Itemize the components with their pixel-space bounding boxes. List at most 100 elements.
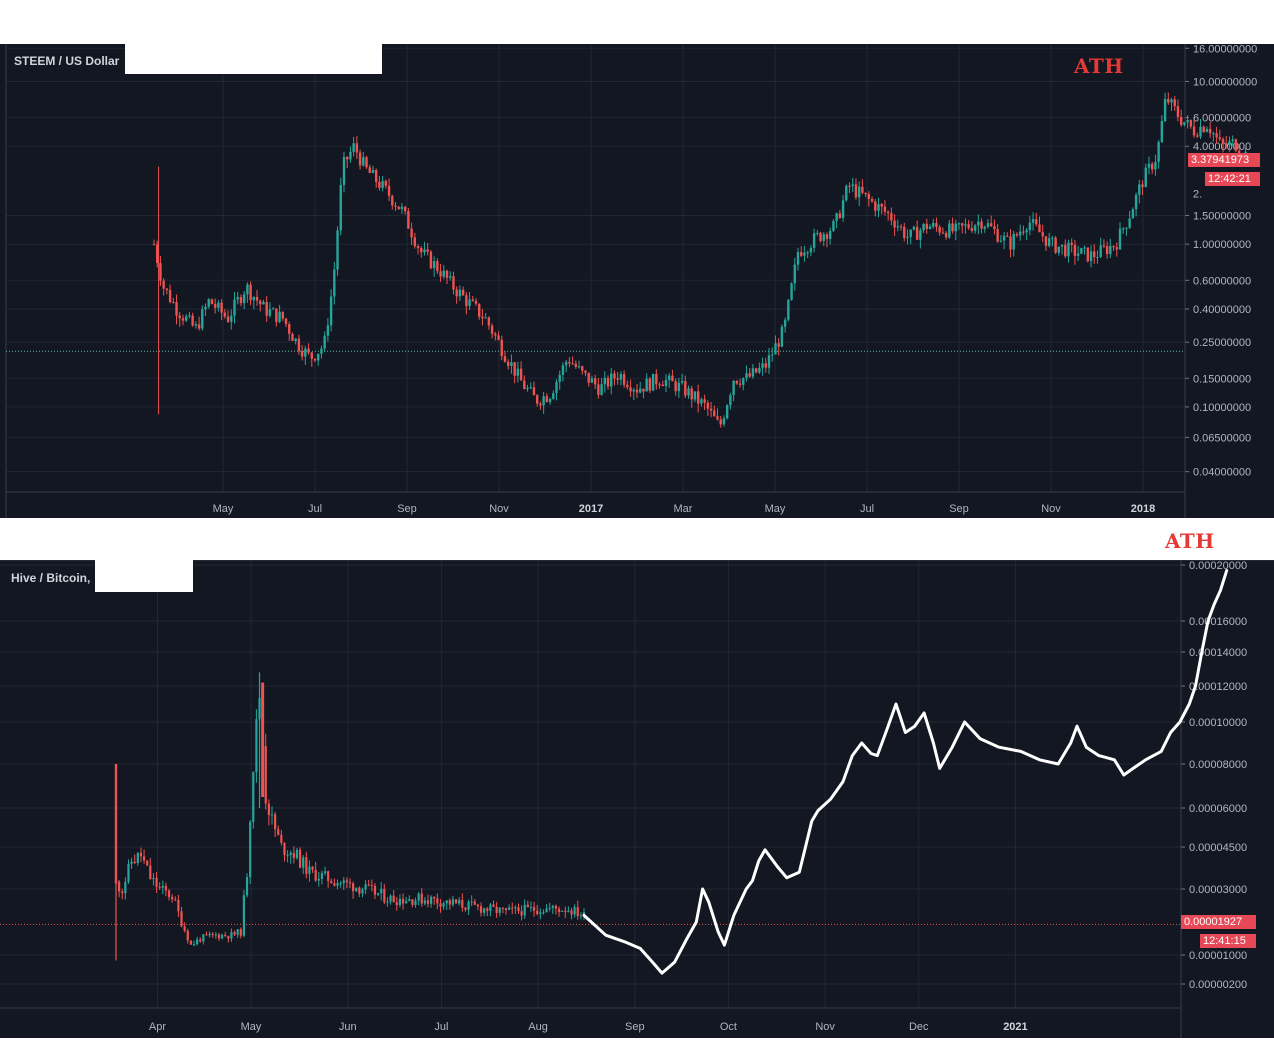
steem-candle-body [1109,245,1112,255]
steem-candle-body [1044,236,1048,246]
hive-candle-body [323,871,327,874]
steem-candle-body [1096,256,1099,258]
steem-candle-body [983,226,986,229]
steem-candle-body [632,389,635,392]
steem-candle-body [648,378,652,391]
steem-candle-body [156,244,159,264]
steem-candle-body [812,233,816,248]
steem-candle-body [239,297,243,304]
hive-y-tick-label: 0.00003000 [1189,884,1247,896]
steem-candle-body [1205,128,1209,132]
steem-candle-body [413,237,417,247]
steem-y-tick-label: 10.00000000 [1193,76,1257,88]
steem-candle-body [436,261,439,272]
steem-candle-body [381,180,384,188]
steem-candle-body [999,240,1003,242]
hive-x-tick-label: May [241,1021,262,1033]
steem-candle-body [754,368,758,373]
hive-candle-body [280,834,283,843]
hive-candle-body [545,908,548,913]
steem-candle-body [1112,245,1115,248]
hive-y-tick-label: 0.00000200 [1189,979,1247,991]
steem-candle-body [996,229,999,242]
steem-candle-body [864,192,867,194]
hive-candle-body [192,944,196,946]
hive-candle-body [133,861,136,864]
hive-candle-body [149,865,152,880]
steem-candle-body [255,296,259,301]
steem-x-tick-label: May [213,503,234,515]
steem-candle-body [449,276,452,278]
steem-candle-body [593,378,597,385]
steem-candle-body [1128,218,1131,228]
steem-x-tick-label: Sep [397,503,417,515]
steem-candle-body [1022,231,1025,233]
hive-candle-body [164,885,168,891]
steem-candle-body [883,206,887,212]
hive-candle-body [570,910,573,915]
steem-candle-body [288,324,291,334]
steem-candle-body [568,362,571,364]
steem-candle-body [619,374,623,380]
steem-candle-body [342,156,346,185]
hive-candle-body [445,900,448,904]
steem-candle-body [494,333,497,336]
steem-candle-body [783,319,787,327]
steem-candle-body [213,304,217,308]
steem-candle-body [713,410,716,417]
steem-candle-body [259,300,262,305]
steem-candle-body [693,391,697,400]
steem-candle-body [1099,245,1102,257]
steem-candle-body [365,157,368,168]
steem-candle-body [915,226,919,240]
hive-candle-body [295,849,299,859]
steem-candle-body [909,229,912,237]
hive-candle-body [473,901,476,905]
hive-candle-body [205,934,208,936]
steem-candle-body [890,213,893,221]
steem-candle-body [323,335,326,349]
steem-candle-body [236,297,239,300]
steem-candle-body [246,284,249,295]
hive-candle-body [405,901,408,904]
steem-candle-body [825,234,829,239]
steem-candle-body [816,232,819,234]
steem-candle-body [510,362,513,366]
steem-candle-body [1118,228,1122,250]
steem-candle-body [197,324,201,329]
hive-candle-body [489,904,492,911]
hive-candle-body [408,899,411,902]
steem-candle-body [1141,184,1144,188]
steem-candle-body [500,339,503,357]
steem-candle-body [294,338,297,341]
hive-candle-body [261,682,265,797]
steem-candle-body [1115,247,1118,250]
hive-candle-body [483,908,486,913]
steem-candle-body [761,363,764,368]
hive-candle-body [317,878,320,881]
hive-candle-body [461,900,464,908]
hive-candle-body [423,900,426,904]
steem-candle-body [668,375,671,380]
hive-candle-body [186,930,189,941]
steem-candle-body [268,309,272,316]
steem-candle-body [1060,244,1064,247]
steem-candle-body [1018,231,1022,236]
hive-candle-body [529,906,533,908]
steem-candle-body [819,232,822,241]
steem-y-tick-label: 0.60000000 [1193,275,1251,287]
steem-x-tick-label: Nov [1041,503,1061,515]
steem-candle-body [1176,106,1180,117]
steem-candle-body [1093,251,1096,258]
hive-candle-body [433,896,436,899]
hive-candle-body [520,911,523,916]
steem-candle-body [539,403,542,406]
steem-candle-body [1157,142,1160,162]
hive-candle-body [130,861,133,864]
hive-y-tick-label: 0.00001000 [1189,950,1247,962]
steem-candle-body [748,373,751,377]
steem-candle-body [886,211,890,214]
hive-candle-body [417,893,420,901]
steem-candle-body [899,226,903,228]
hive-candle-body [270,814,274,816]
